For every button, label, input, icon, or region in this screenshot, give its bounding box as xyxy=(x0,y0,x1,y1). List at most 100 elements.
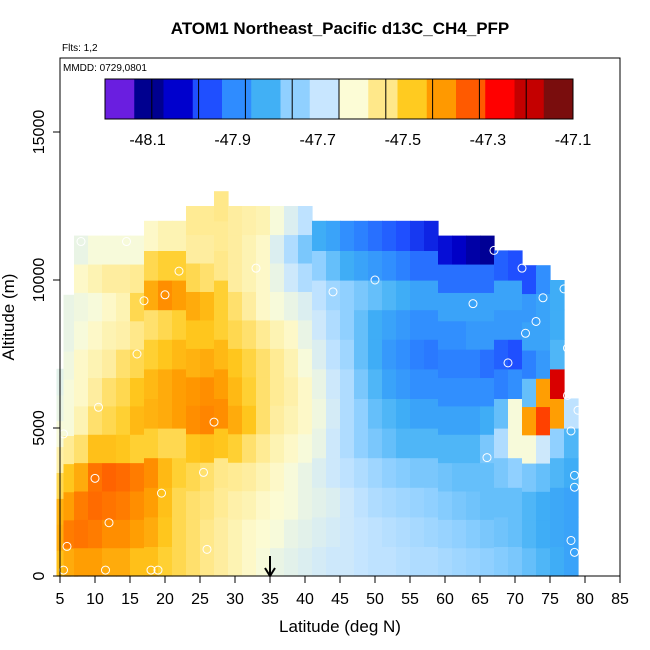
heatmap-cell xyxy=(550,398,565,429)
heatmap-cell xyxy=(410,368,425,399)
heatmap-cell xyxy=(452,377,467,407)
heatmap-cell xyxy=(186,376,201,406)
heatmap-cell xyxy=(564,428,579,459)
x-tick-label: 55 xyxy=(401,591,419,608)
sample-point xyxy=(563,343,572,353)
x-axis-title: Latitude (deg N) xyxy=(279,617,401,636)
heatmap-cell xyxy=(102,377,117,407)
heatmap-cell xyxy=(494,309,509,340)
heatmap-cell xyxy=(102,349,117,379)
arrow-head xyxy=(264,567,276,578)
heatmap-cell xyxy=(284,348,299,378)
heatmap-cell xyxy=(256,519,271,549)
heatmap-cell xyxy=(326,250,341,281)
heatmap-cell xyxy=(102,519,117,549)
heatmap-cell xyxy=(214,220,229,251)
heatmap-cell xyxy=(410,398,425,429)
sample-point xyxy=(328,287,338,297)
heatmap-cell xyxy=(284,376,299,406)
y-tick-label: 10000 xyxy=(31,258,48,303)
heatmap-cell xyxy=(480,519,495,549)
x-tick-label: 35 xyxy=(261,591,279,608)
heatmap-cell xyxy=(480,320,495,350)
heatmap-cell xyxy=(312,220,327,251)
heatmap-cell xyxy=(340,546,355,577)
colorbar-swatch xyxy=(251,79,281,119)
heatmap-cell xyxy=(200,206,215,236)
heatmap-cell xyxy=(228,519,243,549)
heatmap-cell xyxy=(256,262,271,292)
heatmap-cell xyxy=(396,398,411,429)
heatmap-cell xyxy=(550,368,565,399)
heatmap-cell xyxy=(284,262,299,292)
heatmap-cell xyxy=(186,206,201,236)
heatmap-cell xyxy=(88,292,103,322)
heatmap-cell xyxy=(438,377,453,407)
heatmap-cell xyxy=(256,206,271,236)
heatmap-cell xyxy=(144,546,159,577)
colorbar-tick-label: -47.9 xyxy=(214,132,251,149)
sample-point xyxy=(570,470,579,480)
heatmap-cell xyxy=(396,516,411,547)
heatmap-cell xyxy=(116,462,131,492)
heatmap-cell xyxy=(116,405,131,435)
heatmap-cell xyxy=(382,339,397,370)
heatmap-cell xyxy=(298,291,313,321)
heatmap-cell xyxy=(480,377,495,407)
heatmap-cell xyxy=(438,405,453,435)
heatmap-cell xyxy=(438,519,453,549)
x-tick-label: 5 xyxy=(56,591,65,608)
heatmap-cell xyxy=(550,487,565,518)
sample-point xyxy=(139,296,149,306)
heatmap-cell xyxy=(298,490,313,520)
heatmap-cell xyxy=(452,292,467,322)
heatmap-cell xyxy=(494,250,509,281)
heatmap-cell xyxy=(424,428,439,459)
heatmap-cell xyxy=(522,547,537,577)
heatmap-cell xyxy=(508,428,523,459)
colorbar-swatch xyxy=(368,79,398,119)
colorbar-swatch xyxy=(514,79,545,119)
heatmap-cell xyxy=(354,516,369,547)
heatmap-cell xyxy=(508,368,523,399)
heatmap-cell xyxy=(102,292,117,322)
heatmap-cell xyxy=(158,398,173,429)
heatmap-cell xyxy=(270,319,285,349)
heatmap-cell xyxy=(326,546,341,577)
heatmap-cell xyxy=(424,546,439,577)
heatmap-cell xyxy=(410,250,425,281)
heatmap-cell xyxy=(74,490,89,520)
heatmap-cell xyxy=(172,280,187,311)
heatmap-cell xyxy=(74,434,89,464)
sample-point xyxy=(202,544,212,554)
sample-point xyxy=(563,390,572,400)
heatmap-cell xyxy=(536,378,551,408)
heatmap-cell xyxy=(368,220,383,251)
heatmap-cell xyxy=(200,433,215,463)
heatmap-cell xyxy=(186,234,201,264)
heatmap-cell xyxy=(438,349,453,379)
heatmap-cell xyxy=(410,339,425,370)
heatmap-cell xyxy=(536,349,551,379)
heatmap-cell xyxy=(228,547,243,577)
colorbar-swatch xyxy=(339,79,369,119)
heatmap-cell xyxy=(88,235,103,265)
heatmap-cell xyxy=(200,262,215,292)
heatmap-cell xyxy=(200,490,215,520)
heatmap-cell xyxy=(424,368,439,399)
heatmap-cell xyxy=(508,457,523,488)
heatmap-cell xyxy=(200,519,215,549)
colorbar-tick-label: -47.7 xyxy=(299,132,336,149)
heatmap-cell xyxy=(466,519,481,549)
colorbar-swatch xyxy=(105,79,135,119)
heatmap-cell xyxy=(522,519,537,549)
colorbar: -48.1 -47.9 -47.7 -47.5 -47.3 -47.1 xyxy=(104,78,591,149)
heatmap-cell xyxy=(228,262,243,292)
heatmap-cell xyxy=(494,339,509,370)
sample-point xyxy=(146,565,156,575)
y-tick-label: 15000 xyxy=(31,110,48,155)
sample-point xyxy=(489,245,499,255)
heatmap-cell xyxy=(494,516,509,547)
heatmap-cell xyxy=(326,339,341,370)
heatmap-cell xyxy=(424,250,439,281)
